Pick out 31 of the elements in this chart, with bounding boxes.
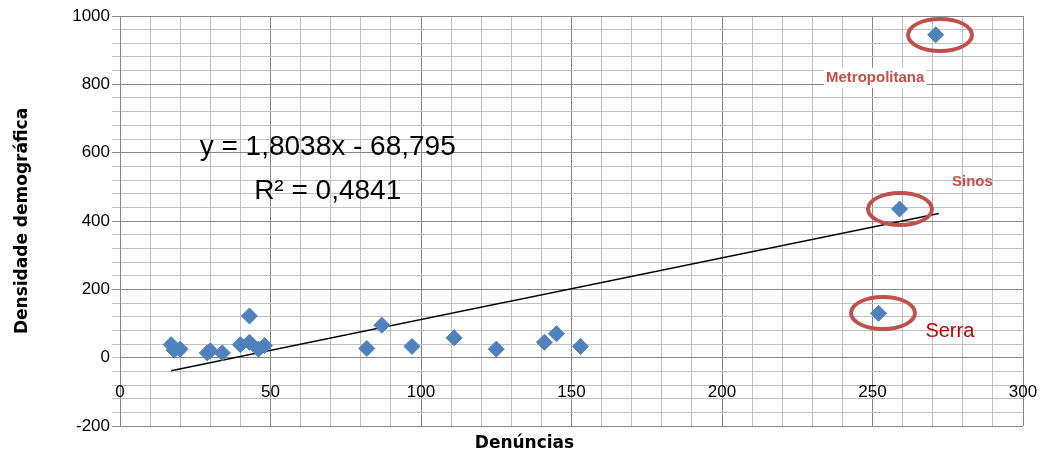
x-tick-label: 150 [557, 381, 586, 401]
x-tick-label: 100 [406, 381, 436, 401]
point [373, 316, 391, 334]
x-tick-label: 250 [858, 381, 887, 401]
point [358, 339, 376, 357]
x-tick-label: 200 [707, 381, 737, 401]
annotation: Sinos [952, 172, 993, 190]
x-tick-label: 0 [115, 381, 125, 401]
point [213, 344, 231, 362]
y-tick-label: 800 [81, 74, 110, 94]
y-tick-label: 600 [81, 142, 110, 162]
y-axis-title: Densidade demográfica [10, 107, 31, 335]
point [547, 325, 565, 343]
y-tick-label: 400 [81, 210, 110, 230]
annotation: R² = 0,4841 [254, 173, 402, 205]
y-tick-label: 1000 [72, 5, 110, 25]
y-tick-label: 200 [81, 279, 110, 299]
annotation: y = 1,8038x - 68,795 [199, 129, 456, 161]
point [240, 307, 258, 325]
x-axis-title: Denúncias [474, 432, 575, 452]
point [403, 337, 421, 355]
annotation: Metropolitana [826, 67, 926, 85]
point [445, 329, 463, 347]
x-tick-label: 50 [261, 381, 280, 401]
y-tick-label: 0 [100, 347, 110, 367]
point [572, 337, 590, 355]
annotation: Serra [925, 318, 976, 341]
y-tick-label: -200 [75, 415, 110, 435]
x-tick-label: 300 [1008, 381, 1038, 401]
point [535, 333, 553, 351]
point [487, 340, 505, 358]
